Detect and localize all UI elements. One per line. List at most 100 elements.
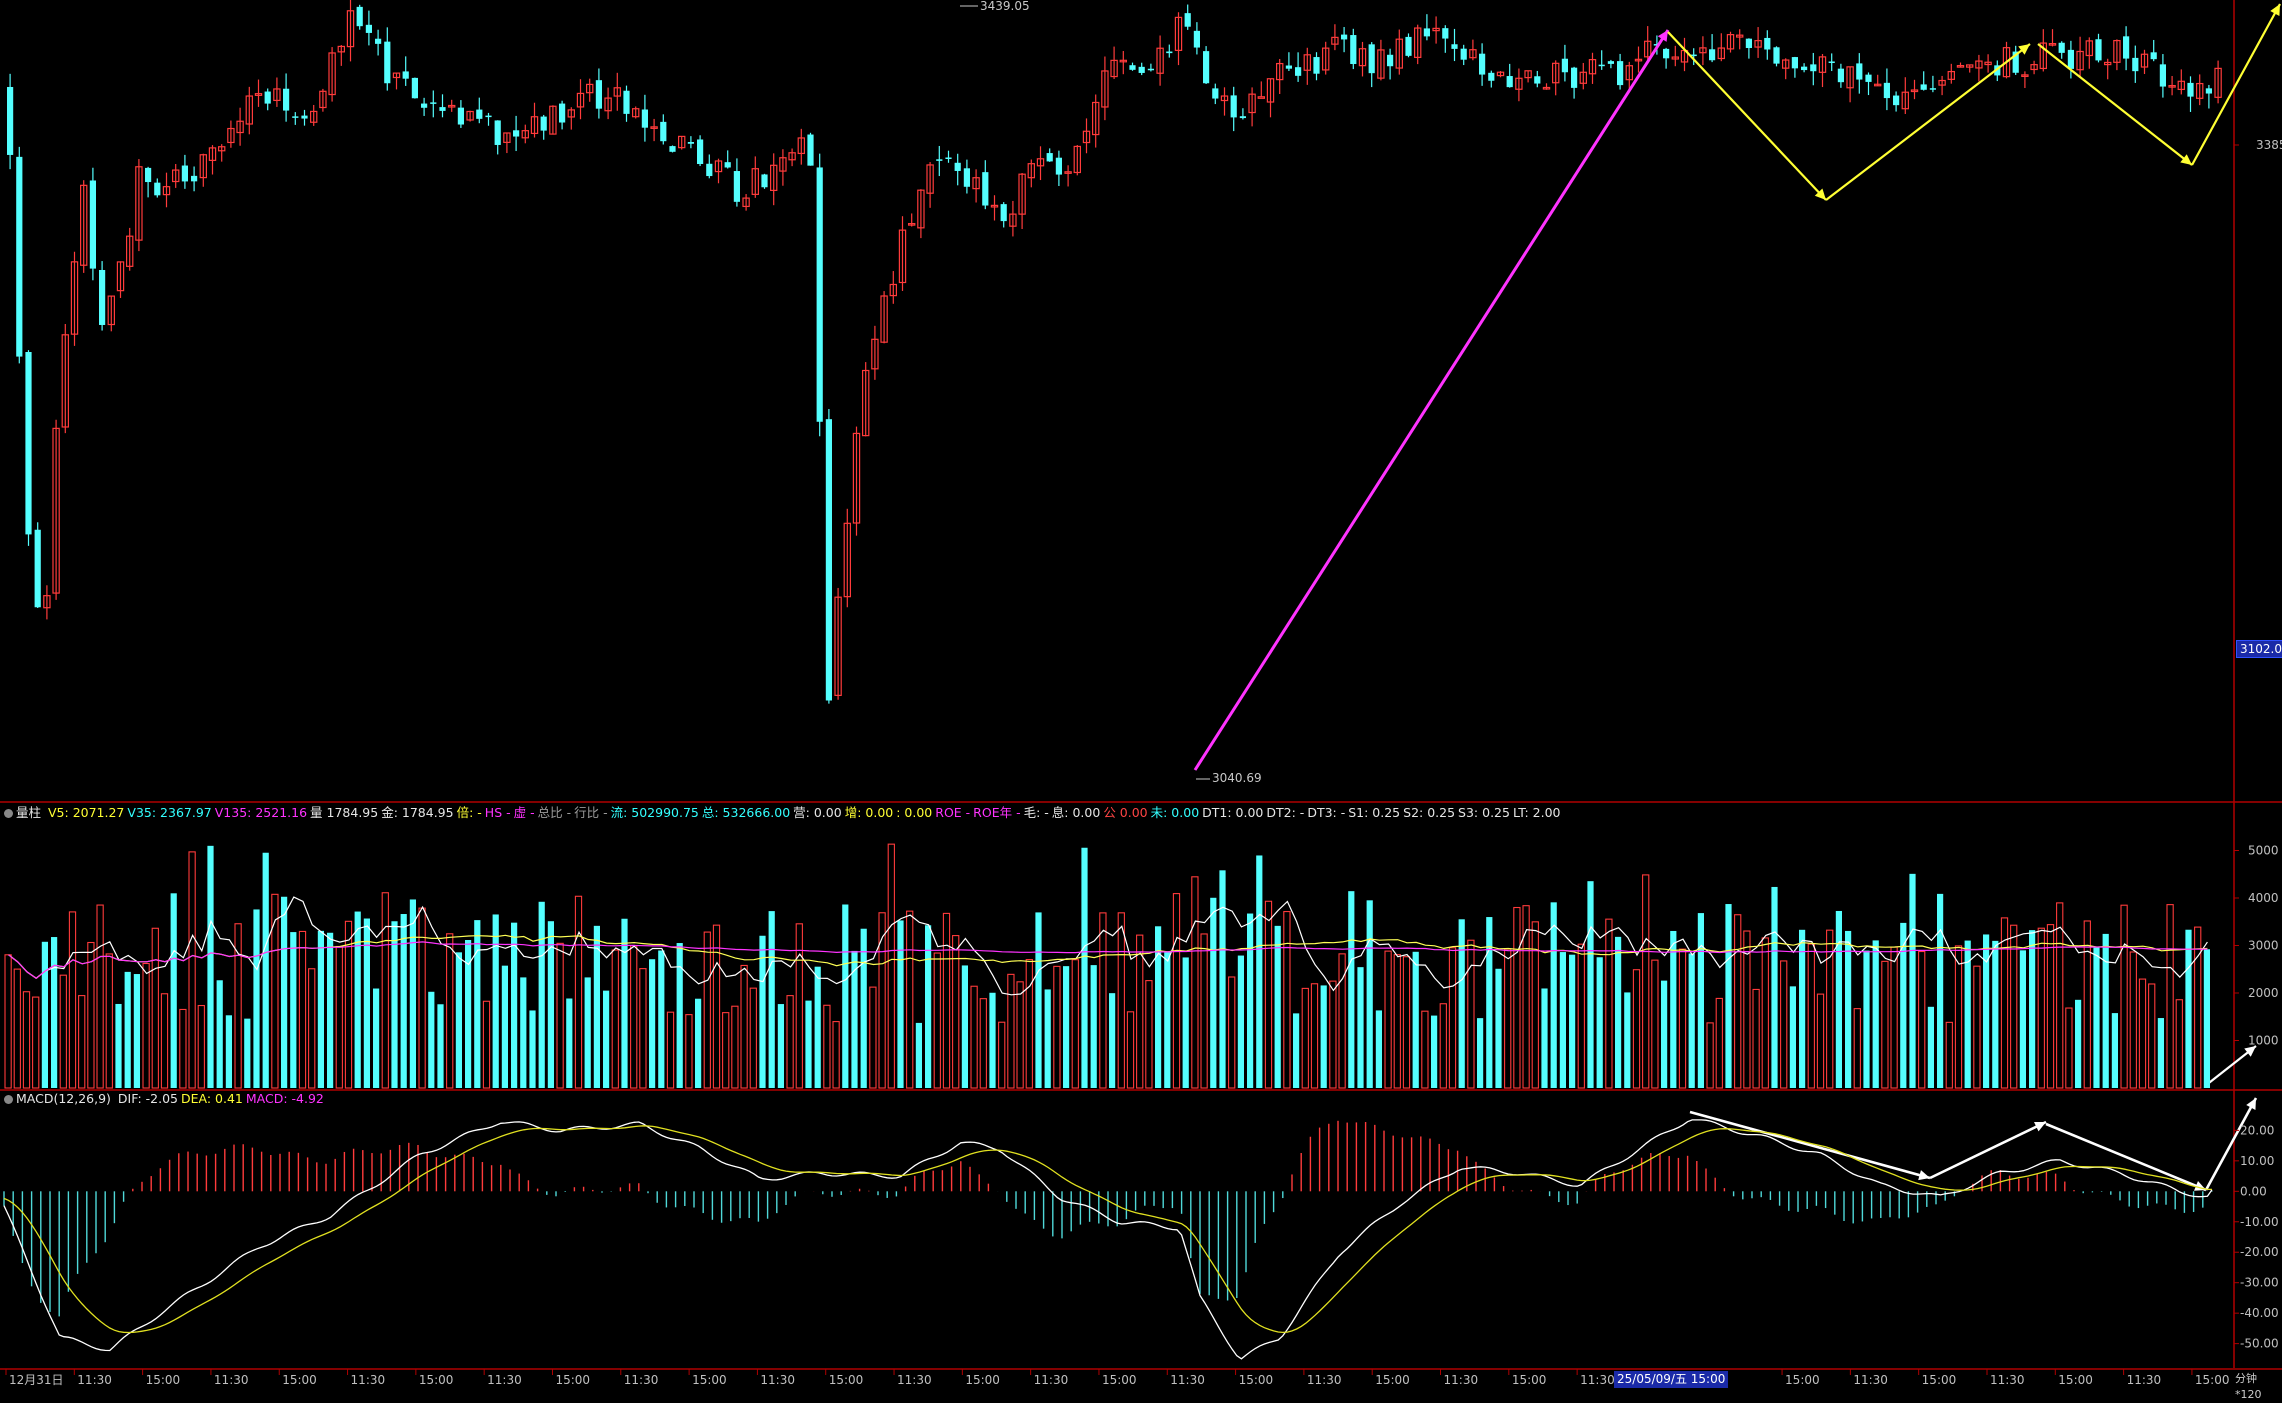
candle: [641, 94, 648, 142]
volume-bar-rect: [805, 1000, 812, 1088]
candle-body: [2123, 36, 2130, 59]
volume-bar-rect: [2046, 924, 2055, 1089]
candle-body: [1046, 153, 1053, 162]
candle-body: [1432, 27, 1440, 32]
macd-white-arrow-1-head: [1918, 1170, 1930, 1181]
volume-bar-rect: [492, 914, 499, 1088]
candle-body: [25, 352, 32, 535]
candle: [898, 216, 907, 291]
candle: [2058, 41, 2065, 59]
candle-body: [2085, 40, 2093, 57]
volume-bar: [2075, 999, 2082, 1088]
volume-bar-rect: [942, 912, 951, 1089]
indicator-value: : 0.00: [896, 805, 933, 820]
volume-bar-rect: [1467, 939, 1475, 1089]
indicator-value: 增: 0.00: [844, 805, 894, 820]
volume-bar: [1044, 989, 1051, 1088]
candle: [1442, 25, 1449, 53]
candle-body: [1773, 47, 1780, 64]
volume-bar: [731, 1005, 739, 1089]
candle-body: [181, 165, 188, 182]
volume-bar-rect: [2148, 983, 2156, 1089]
volume-white-arrow-head: [2244, 1046, 2256, 1057]
volume-bar-rect: [933, 952, 941, 1089]
candle: [1818, 53, 1827, 88]
volume-bar-rect: [1348, 891, 1355, 1088]
candle: [1138, 62, 1145, 76]
volume-bar-rect: [1587, 881, 1594, 1088]
volume-bar-rect: [1752, 988, 1760, 1089]
volume-bar: [59, 974, 67, 1089]
volume-bar: [915, 1022, 922, 1088]
volume-bar: [1210, 897, 1217, 1088]
chart-frame: [0, 0, 2282, 1370]
volume-bar-rect: [59, 974, 67, 1089]
volume-bar-rect: [2157, 1018, 2164, 1088]
volume-indicator-icon[interactable]: [4, 809, 13, 818]
volume-bar-rect: [529, 1010, 536, 1088]
volume-bar: [897, 920, 904, 1088]
volume-bar-rect: [649, 959, 656, 1088]
candle-body: [861, 369, 870, 437]
candle: [2076, 36, 2084, 77]
volume-bar-rect: [1247, 913, 1254, 1088]
volume-bar-rect: [1541, 988, 1548, 1088]
candle: [660, 114, 667, 145]
candle: [907, 213, 916, 227]
candlestick-series[interactable]: [7, 0, 2222, 780]
candle: [1358, 41, 1367, 77]
candle: [807, 132, 814, 166]
time-tick-label: 15:00: [2058, 1373, 2093, 1387]
volume-bar: [611, 949, 619, 1089]
candle-body: [1625, 65, 1633, 81]
candle-body: [1341, 34, 1348, 40]
candle: [125, 227, 134, 271]
indicator-value: DIF: -2.05: [117, 1091, 178, 1106]
candle: [365, 10, 372, 46]
volume-bar: [906, 910, 914, 1089]
candle-body: [1220, 95, 1229, 102]
candle-body: [208, 147, 217, 161]
volume-bar: [1035, 912, 1042, 1088]
candle-body: [421, 103, 428, 108]
volume-bar: [2029, 930, 2036, 1088]
candle-body: [1295, 67, 1302, 76]
volume-bar: [1126, 1011, 1135, 1089]
volume-bar: [13, 968, 21, 1089]
candle: [1091, 94, 1100, 148]
candle-body: [742, 197, 750, 208]
candle: [1321, 41, 1330, 75]
candle: [1303, 47, 1311, 85]
volume-bar-rect: [446, 933, 454, 1089]
volume-bar-rect: [1890, 946, 1898, 1089]
candle: [1781, 58, 1790, 80]
candle: [1203, 46, 1210, 85]
volume-info-bar: 量柱 V5: 2071.27 V35: 2367.97 V135: 2521.16 量…: [4, 804, 1566, 822]
volume-bar: [1007, 973, 1015, 1089]
volume-bars[interactable]: [4, 843, 2210, 1089]
indicator-value: DT1: 0.00: [1202, 805, 1264, 820]
candle-body: [503, 132, 511, 143]
volume-bar-rect: [1807, 943, 1815, 1089]
volume-bar: [474, 920, 481, 1088]
volume-bar: [961, 965, 968, 1088]
volume-bar: [1448, 947, 1457, 1089]
volume-bar-rect: [1513, 906, 1521, 1089]
volume-bar-rect: [712, 924, 721, 1089]
time-tick-label: 11:30: [1034, 1373, 1069, 1387]
candle-body: [2205, 88, 2212, 94]
macd-indicator-icon[interactable]: [4, 1095, 13, 1104]
yellow-leg-3: [2037, 43, 2193, 166]
volume-bar: [2166, 904, 2174, 1089]
volume-bar: [1734, 914, 1742, 1089]
candle: [595, 68, 602, 119]
candle-body: [227, 127, 235, 144]
volume-bar: [1780, 960, 1788, 1089]
candle: [1506, 63, 1513, 88]
candle: [742, 194, 750, 211]
macd-histogram[interactable]: [3, 1120, 2213, 1317]
volume-bar: [814, 966, 821, 1088]
volume-bar: [1826, 929, 1834, 1089]
macd-info-bar: MACD(12,26,9) DIF: -2.05 DEA: 0.41 MACD: -…: [4, 1090, 330, 1108]
